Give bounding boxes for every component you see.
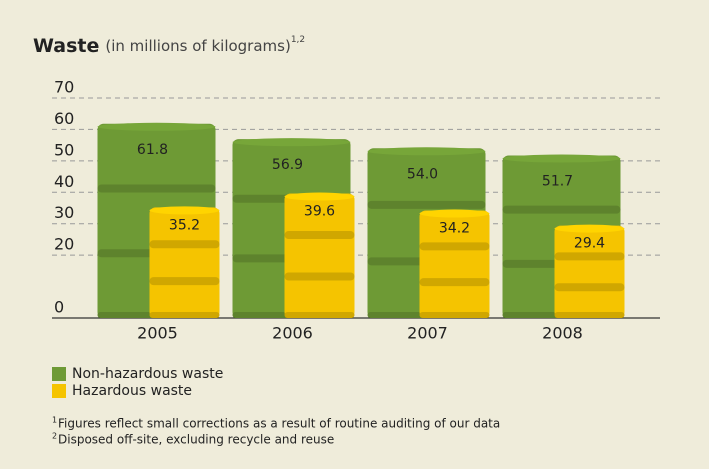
barrel xyxy=(149,207,220,318)
barrel-rim xyxy=(502,154,621,163)
barrel-rib xyxy=(419,242,490,251)
barrel-rim xyxy=(554,224,625,233)
y-tick-label: 20 xyxy=(54,235,74,254)
value-label: 35.2 xyxy=(169,217,200,233)
legend-label: Hazardous waste xyxy=(72,383,192,399)
y-tick-label: 50 xyxy=(54,140,74,159)
barrel-rib xyxy=(419,278,490,287)
footnote-marker: 1 xyxy=(52,416,57,425)
barrel-rib xyxy=(149,277,220,286)
barrel-rim xyxy=(97,122,216,131)
barrel-rib xyxy=(554,283,625,292)
barrel-rim xyxy=(419,209,490,218)
barrel-rib xyxy=(502,205,621,214)
x-tick-label: 2006 xyxy=(272,324,313,343)
value-label: 61.8 xyxy=(137,142,168,158)
barrel-rib xyxy=(284,272,355,281)
chart-title: Waste xyxy=(33,35,99,57)
barrel-rim xyxy=(284,192,355,201)
footnote-text: Disposed off-site, excluding recycle and… xyxy=(58,433,334,447)
barrel xyxy=(419,210,490,318)
y-tick-label: 70 xyxy=(54,78,74,97)
barrel-rim xyxy=(367,147,486,156)
value-label: 29.4 xyxy=(574,236,605,252)
legend-swatch xyxy=(52,367,66,381)
barrel xyxy=(284,193,355,318)
title-note: 1,2 xyxy=(291,35,305,45)
barrel-rib xyxy=(367,200,486,209)
legend-label: Non-hazardous waste xyxy=(72,366,223,382)
barrel-base xyxy=(554,312,625,318)
barrel-rib xyxy=(554,252,625,261)
footnote-marker: 2 xyxy=(52,432,57,441)
value-label: 54.0 xyxy=(407,166,438,182)
chart-subtitle: (in millions of kilograms) xyxy=(105,37,290,55)
y-tick-label: 0 xyxy=(54,298,64,317)
value-label: 56.9 xyxy=(272,157,303,173)
y-tick-label: 60 xyxy=(54,109,74,128)
y-tick-label: 40 xyxy=(54,172,74,191)
value-label: 51.7 xyxy=(542,174,573,190)
x-tick-label: 2007 xyxy=(407,324,448,343)
barrel xyxy=(554,225,625,318)
barrel-rib xyxy=(149,240,220,249)
barrel-base xyxy=(419,312,490,318)
barrel-rim xyxy=(232,138,351,147)
value-label: 34.2 xyxy=(439,221,470,237)
x-tick-label: 2005 xyxy=(137,324,178,343)
legend-swatch xyxy=(52,384,66,398)
chart-title-block: Waste (in millions of kilograms)1,2 xyxy=(33,35,305,57)
barrel-rib xyxy=(284,231,355,240)
barrel-rib xyxy=(97,184,216,193)
x-tick-label: 2008 xyxy=(542,324,583,343)
barrel-rim xyxy=(149,206,220,215)
y-tick-label: 30 xyxy=(54,203,74,222)
barrel-base xyxy=(284,312,355,318)
barrel-base xyxy=(149,312,220,318)
value-label: 39.6 xyxy=(304,204,335,220)
footnote-text: Figures reflect small corrections as a r… xyxy=(58,417,500,431)
